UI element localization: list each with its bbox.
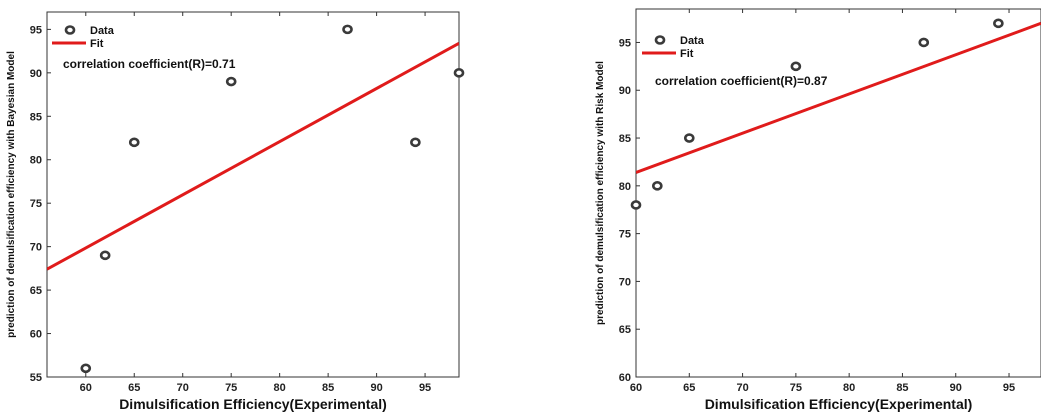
data-point <box>342 24 353 35</box>
x-tick-label: 75 <box>225 382 237 394</box>
x-tick-label: 95 <box>419 382 431 394</box>
data-point <box>410 137 421 148</box>
data-point <box>683 133 695 143</box>
legend-label-data: Data <box>680 35 705 47</box>
x-tick-label: 90 <box>370 382 382 394</box>
y-tick-label: 80 <box>30 155 42 167</box>
x-tick-label: 85 <box>896 382 908 394</box>
x-tick-label: 60 <box>80 382 92 394</box>
data-point <box>652 181 663 191</box>
chart-2: 60 65 70 75 80 85 90 95 60 65 70 75 80 85 90 95 Dimulsif… <box>595 8 1041 412</box>
y-tick-label: 85 <box>619 133 631 145</box>
y-tick-label: 60 <box>30 329 42 341</box>
y-tick-label: 65 <box>30 285 42 297</box>
x-axis-label: Dimulsification Efficiency(Experimental) <box>705 396 973 412</box>
x-tick-label: 60 <box>630 382 642 394</box>
y-tick-label: 80 <box>619 181 631 193</box>
y-tick-label: 70 <box>619 276 631 288</box>
plot-frame <box>46 11 460 378</box>
y-tick-label: 70 <box>30 242 42 254</box>
legend-label-fit: Fit <box>90 38 104 50</box>
data-point <box>99 250 111 261</box>
legend-label-fit: Fit <box>680 48 694 60</box>
x-tick-label: 65 <box>683 382 695 394</box>
x-tick-label: 70 <box>177 382 189 394</box>
y-axis-label: prediction of demulsification efficiency… <box>595 61 606 325</box>
correlation-annotation: correlation coefficient(R)=0.87 <box>655 74 828 88</box>
data-point <box>128 137 140 148</box>
y-tick-label: 65 <box>619 324 631 336</box>
x-axis-label: Dimulsification Efficiency(Experimental) <box>119 396 387 412</box>
x-tick-label: 65 <box>128 382 140 394</box>
x-tick-label: 70 <box>736 382 748 394</box>
plot-frame <box>635 8 1041 378</box>
fit-line <box>636 21 1041 174</box>
y-tick-label: 95 <box>30 24 42 36</box>
x-tick-label: 80 <box>843 382 855 394</box>
y-tick-label: 95 <box>619 37 631 49</box>
data-point <box>630 200 642 210</box>
data-point <box>790 61 802 72</box>
legend-marker-data <box>654 35 666 45</box>
y-tick-label: 90 <box>619 85 631 97</box>
y-tick-label: 55 <box>30 372 42 384</box>
x-tick-label: 80 <box>274 382 286 394</box>
y-tick-label: 85 <box>30 111 42 123</box>
y-axis-label: prediction of demulsification efficiency… <box>6 51 17 338</box>
data-point <box>993 18 1004 29</box>
fit-line <box>47 41 459 271</box>
data-point <box>453 68 465 78</box>
y-tick-label: 75 <box>30 198 42 210</box>
legend-label-data: Data <box>90 25 115 37</box>
x-tick-label: 95 <box>1003 382 1015 394</box>
x-tick-label: 85 <box>322 382 334 394</box>
x-tick-label: 90 <box>950 382 962 394</box>
data-point <box>225 76 237 87</box>
x-tick-label: 75 <box>790 382 802 394</box>
y-tick-label: 75 <box>619 229 631 241</box>
y-tick-label: 90 <box>30 68 42 80</box>
data-point <box>918 37 930 48</box>
chart-1: 60 65 70 75 80 85 90 95 55 60 65 70 75 80 85 90 95 Dimuls… <box>6 11 465 412</box>
y-tick-label: 60 <box>619 372 631 384</box>
data-point <box>80 363 92 374</box>
legend-marker-data <box>64 25 76 35</box>
correlation-annotation: correlation coefficient(R)=0.71 <box>63 57 236 71</box>
